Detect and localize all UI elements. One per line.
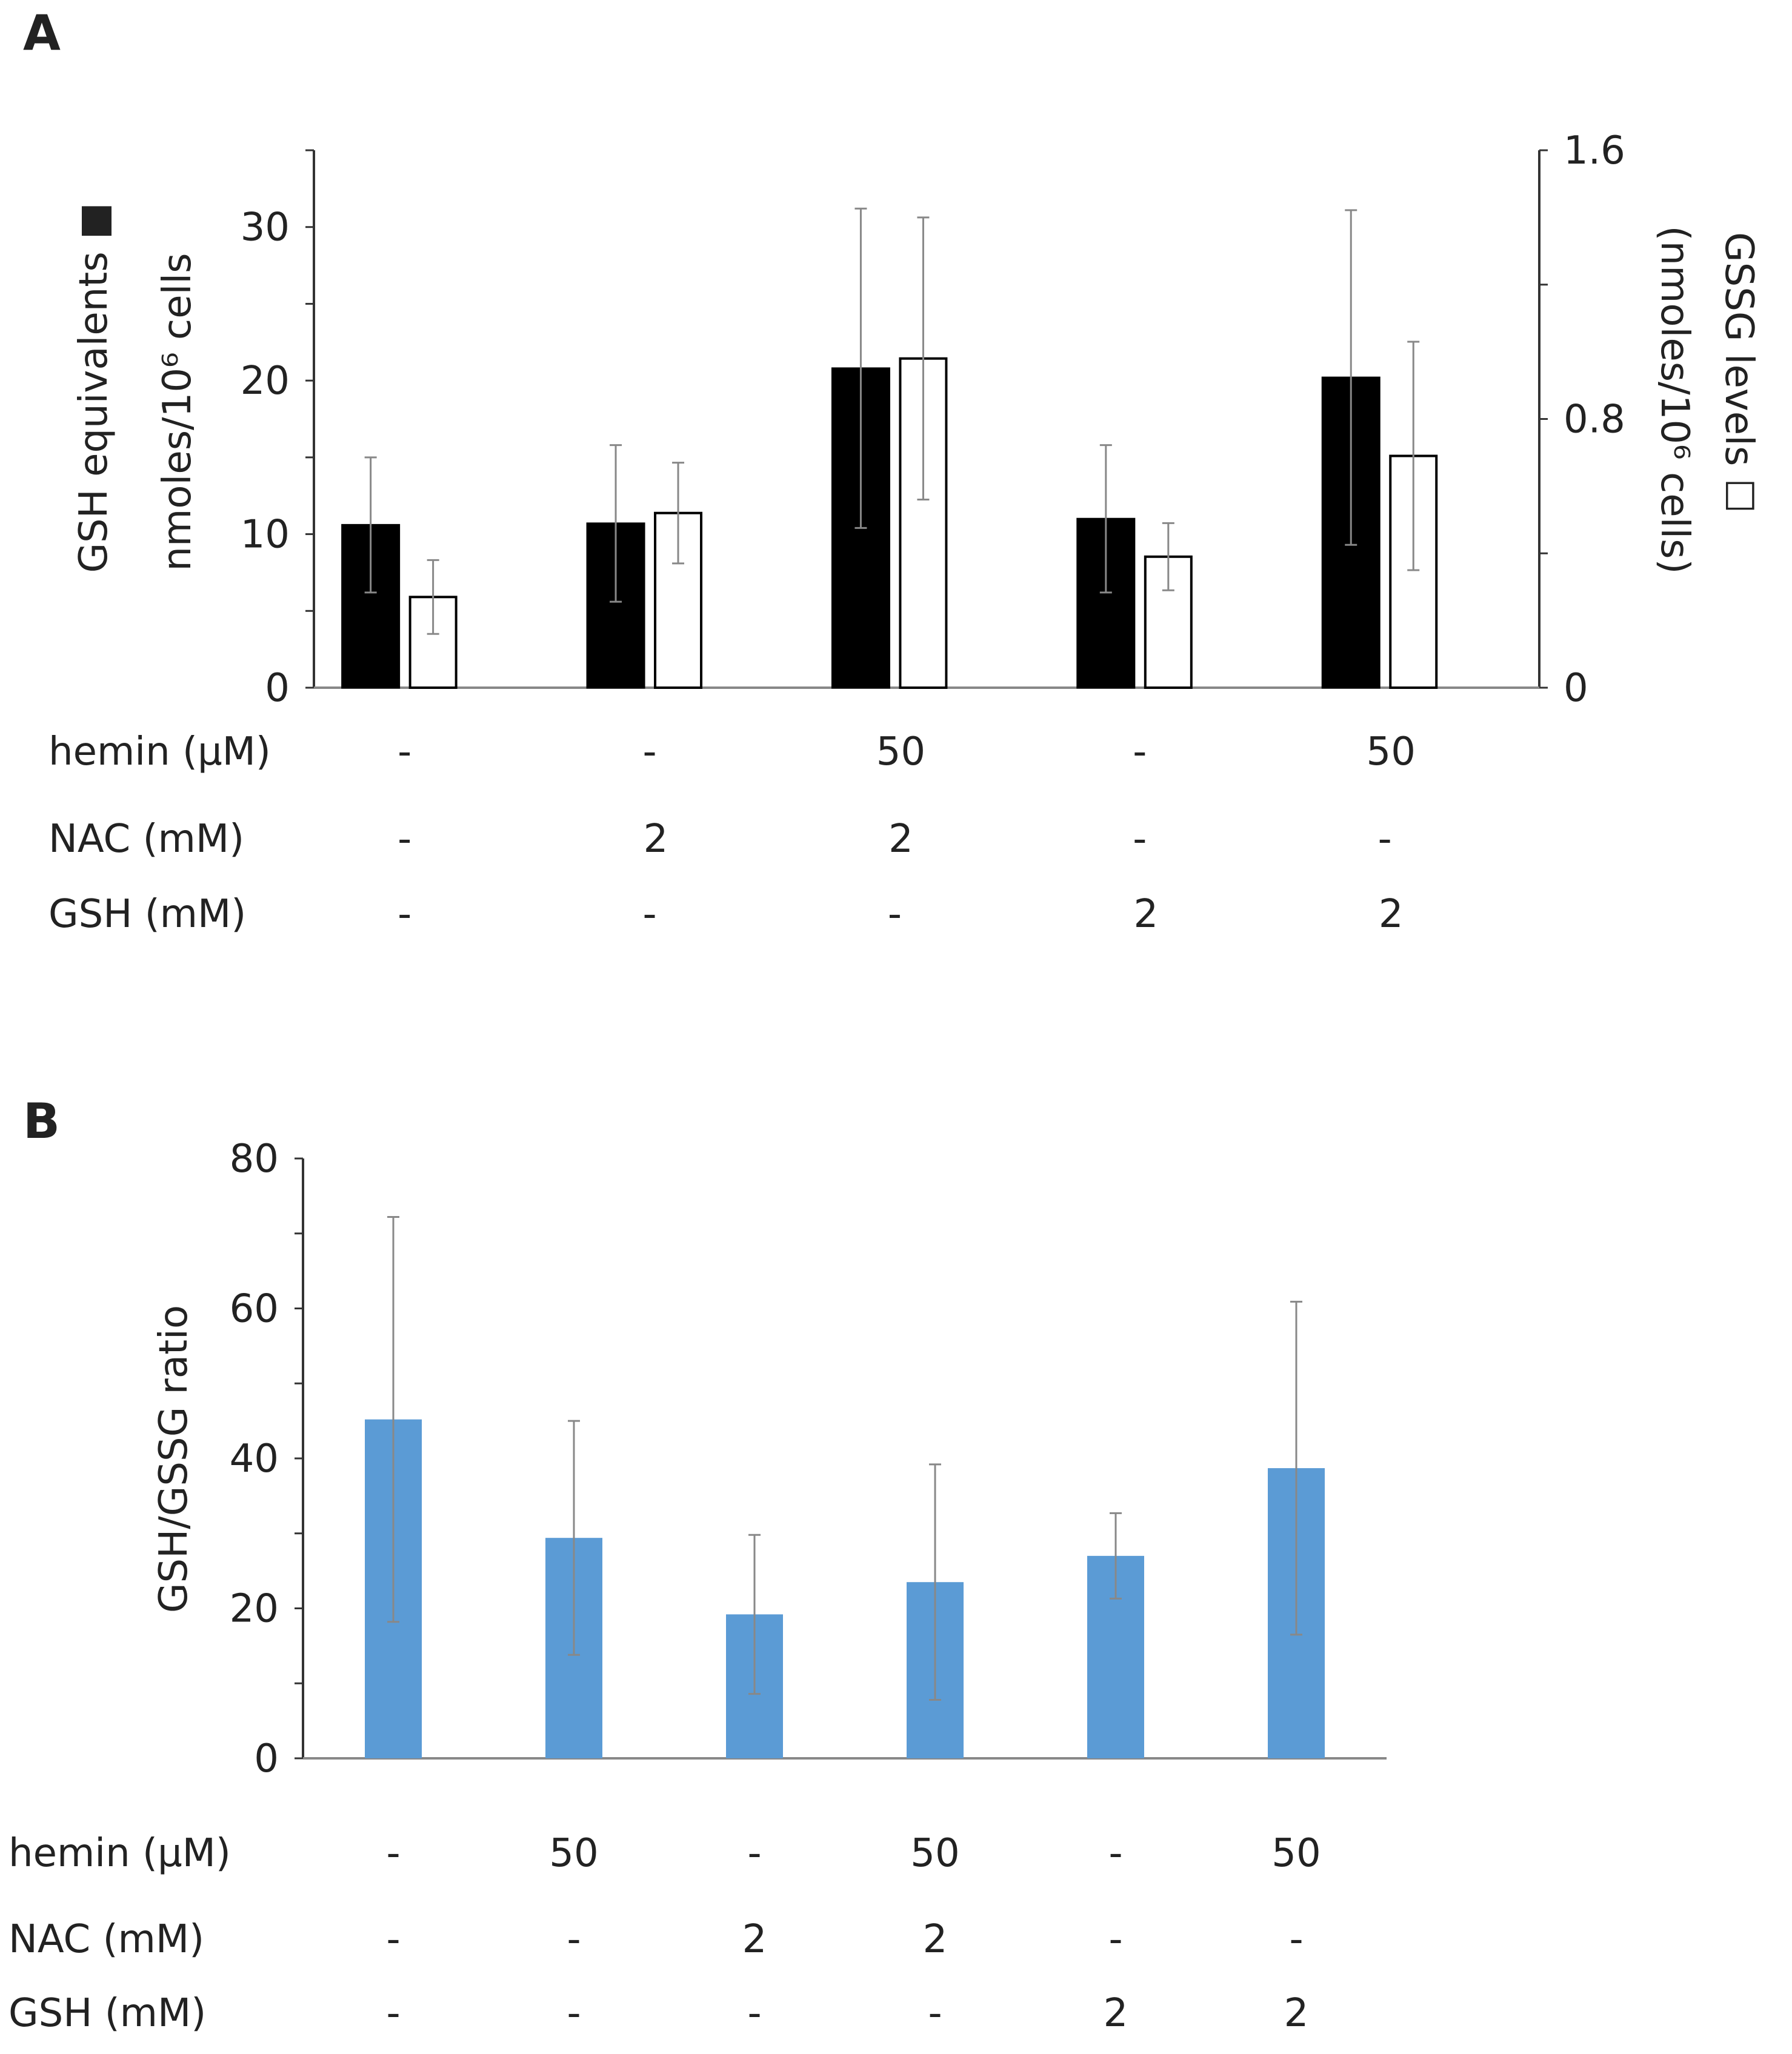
panel-a-right-tick-label: 0.8: [1564, 397, 1625, 442]
panel-a-left-tick-label: 10: [241, 513, 290, 557]
panel-b-condition-value: 2: [923, 1917, 948, 1962]
panel-b-tick-label: 40: [230, 1437, 279, 1481]
panel-b-tick-label: 80: [230, 1137, 279, 1182]
panel-a-condition-value: 2: [644, 817, 668, 862]
panel-b-letter: B: [23, 1093, 60, 1149]
panel-a-condition-value: 50: [1367, 730, 1416, 774]
panel-b-condition-label: NAC (mM): [8, 1917, 204, 1962]
panel-a-right-tick-label: 0: [1564, 666, 1588, 711]
panel-a-right-ylabel-line1: GSSG levels ☐: [1716, 232, 1761, 513]
panel-a-condition-label: hemin (µM): [48, 730, 271, 774]
panel-b-condition-value: 2: [742, 1917, 767, 1962]
panel-a-condition-value: 50: [876, 730, 925, 774]
panel-a-condition-value: -: [398, 892, 411, 937]
panel-a-left-ylabel-line2: nmoles/10⁶ cells: [155, 253, 200, 571]
panel-a-letter: A: [23, 5, 61, 61]
panel-a-left-ylabel-line1: GSH equivalents ■: [72, 202, 116, 573]
panel-b-condition-label: hemin (µM): [8, 1831, 231, 1876]
panel-b-condition-value: -: [567, 1917, 581, 1962]
panel-b-condition-value: -: [386, 1917, 400, 1962]
panel-b-condition-value: -: [1289, 1917, 1303, 1962]
panel-a-right-tick-label: 1.6: [1564, 128, 1625, 173]
panel-b-condition-value: -: [747, 1991, 761, 2036]
panel-b-condition-value: -: [928, 1991, 942, 2036]
panel-a-chart: GSH equivalents ■ nmoles/10⁶ cells GSSG …: [48, 128, 1761, 937]
panel-b-condition-value: 2: [1284, 1991, 1309, 2036]
panel-b-tick-label: 0: [254, 1737, 279, 1781]
panel-b-condition-value: -: [1108, 1831, 1122, 1876]
panel-a-condition-value: -: [398, 817, 411, 862]
panel-a-condition-label: NAC (mM): [48, 817, 244, 862]
panel-a-right-ylabel-line2: (nmoles/10⁶ cells): [1652, 226, 1697, 574]
panel-b-condition-value: 2: [1104, 1991, 1128, 2036]
panel-a-left-tick-label: 20: [241, 359, 290, 404]
panel-b-condition-value: -: [1108, 1917, 1122, 1962]
panel-a-left-tick-label: 0: [265, 666, 290, 711]
panel-a-condition-value: 2: [888, 817, 913, 862]
panel-b-ylabel: GSH/GSSG ratio: [152, 1305, 196, 1613]
panel-a-condition-value: -: [888, 892, 902, 937]
panel-a-condition-value: -: [1133, 730, 1147, 774]
panel-a-bar-gsh: [341, 523, 401, 689]
panel-a-condition-value: -: [642, 892, 656, 937]
panel-b-condition-value: -: [747, 1831, 761, 1876]
panel-b-condition-value: -: [567, 1991, 581, 2036]
panel-b-tick-label: 20: [230, 1587, 279, 1632]
panel-b-condition-value: -: [386, 1831, 400, 1876]
panel-b-condition-label: GSH (mM): [8, 1991, 206, 2036]
panel-b-chart: GSH/GSSG ratio 0 20 40 60 80 hemin (µM) - 50 - 50…: [8, 1137, 1387, 2036]
panel-b-condition-value: 50: [549, 1831, 598, 1876]
panel-b-tick-label: 60: [230, 1287, 279, 1332]
panel-a-condition-value: 2: [1379, 892, 1404, 937]
panel-a-condition-value: -: [1133, 817, 1147, 862]
panel-b-condition-value: 50: [1271, 1831, 1321, 1876]
panel-a-left-tick-label: 30: [241, 205, 290, 250]
panel-a-condition-label: GSH (mM): [48, 892, 246, 937]
panel-a-condition-value: -: [398, 730, 411, 774]
panel-a-condition-value: -: [1378, 817, 1392, 862]
panel-a-condition-value: 2: [1133, 892, 1158, 937]
panel-a-condition-value: -: [642, 730, 656, 774]
panel-b-condition-value: 50: [910, 1831, 959, 1876]
panel-b-condition-value: -: [386, 1991, 400, 2036]
